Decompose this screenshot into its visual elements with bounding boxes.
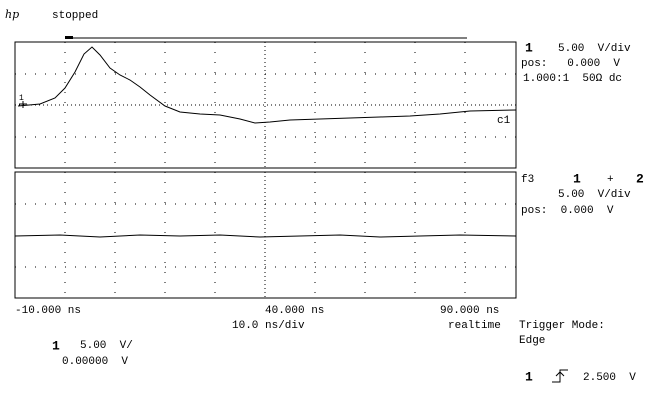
upper-graticule: 1: [14, 41, 517, 169]
trigger-level: 2.500 V: [583, 372, 636, 384]
func-op: +: [607, 174, 614, 186]
bottom-ch-label: 1: [52, 338, 60, 353]
trigger-channel: 1: [525, 369, 533, 384]
time-left: -10.000 ns: [15, 305, 81, 317]
trigger-mode-label: Trigger Mode:: [519, 320, 605, 332]
ch1-scale: 5.00 V/div: [558, 43, 631, 55]
func-label: f3: [521, 174, 534, 186]
func-scale: 5.00 V/div: [558, 189, 631, 201]
func-a: 1: [573, 171, 581, 186]
ch1-pos: pos: 0.000 V: [521, 58, 620, 70]
ch1-probe: 1.000:1 50Ω dc: [523, 73, 622, 85]
record-window: [65, 36, 73, 39]
ch1-label: 1: [525, 40, 533, 55]
status: stopped: [52, 10, 98, 22]
trace-label: c1: [497, 115, 511, 127]
time-per-div: 10.0 ns/div: [232, 320, 305, 332]
trigger-mode-value: Edge: [519, 335, 545, 347]
bottom-ch-offset: 0.00000 V: [62, 356, 128, 368]
func-pos: pos: 0.000 V: [521, 205, 614, 217]
bottom-ch-scale: 5.00 V/: [80, 340, 133, 352]
acq-mode: realtime: [448, 320, 501, 332]
func-b: 2: [636, 171, 644, 186]
time-center: 40.000 ns: [265, 305, 324, 317]
trigger-edge-icon: [552, 369, 568, 383]
lower-graticule: [14, 171, 517, 299]
time-right: 90.000 ns: [440, 305, 499, 317]
logo: hp: [5, 8, 19, 21]
svg-text:1: 1: [19, 94, 24, 103]
